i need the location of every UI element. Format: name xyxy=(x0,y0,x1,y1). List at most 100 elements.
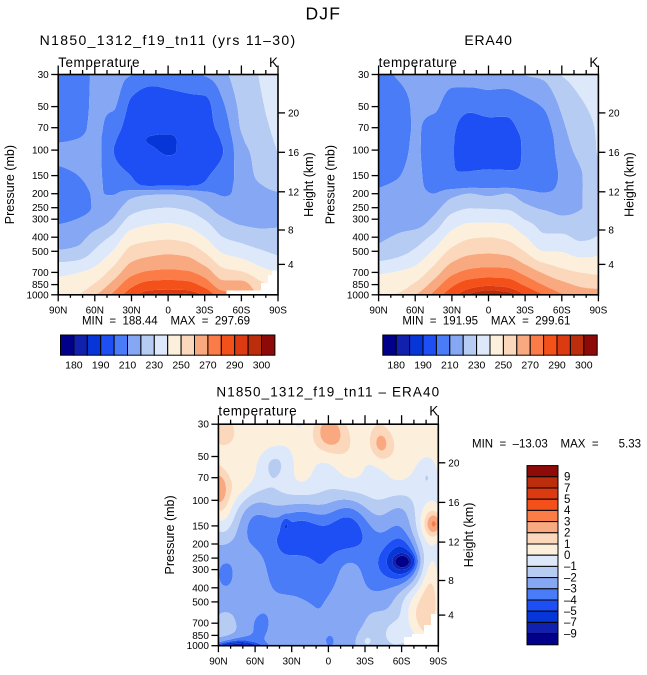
svg-text:0: 0 xyxy=(326,656,332,667)
svg-text:90N: 90N xyxy=(49,306,67,317)
svg-text:30N: 30N xyxy=(283,656,301,667)
svg-text:850: 850 xyxy=(32,280,49,291)
svg-text:16: 16 xyxy=(608,148,620,159)
svg-text:90S: 90S xyxy=(590,306,608,317)
svg-text:70: 70 xyxy=(198,473,210,484)
svg-text:100: 100 xyxy=(32,146,49,157)
svg-text:30S: 30S xyxy=(196,306,214,317)
svg-text:12: 12 xyxy=(288,187,300,198)
svg-text:–5: –5 xyxy=(564,606,577,618)
svg-text:60N: 60N xyxy=(246,656,264,667)
svg-text:300: 300 xyxy=(352,215,369,226)
svg-text:3: 3 xyxy=(564,516,570,528)
svg-text:60S: 60S xyxy=(393,656,411,667)
svg-text:300: 300 xyxy=(575,360,593,372)
svg-text:4: 4 xyxy=(608,260,614,271)
svg-text:30: 30 xyxy=(198,420,210,431)
svg-text:50: 50 xyxy=(358,102,370,113)
svg-text:0: 0 xyxy=(165,306,171,317)
svg-text:8: 8 xyxy=(608,226,614,237)
svg-text:5: 5 xyxy=(564,494,570,506)
svg-text:8: 8 xyxy=(288,226,294,237)
svg-text:90S: 90S xyxy=(269,306,287,317)
svg-text:temperature: temperature xyxy=(218,404,297,419)
svg-text:190: 190 xyxy=(92,360,110,372)
svg-text:290: 290 xyxy=(226,360,244,372)
svg-text:250: 250 xyxy=(352,203,369,214)
svg-text:400: 400 xyxy=(352,233,369,244)
svg-text:20: 20 xyxy=(288,108,300,119)
svg-text:Pressure (mb): Pressure (mb) xyxy=(163,495,177,574)
svg-text:Pressure (mb): Pressure (mb) xyxy=(3,145,17,224)
svg-text:–9: –9 xyxy=(564,628,577,640)
svg-text:ERA40: ERA40 xyxy=(464,32,512,48)
svg-text:9: 9 xyxy=(564,472,570,484)
svg-text:70: 70 xyxy=(38,123,50,134)
svg-text:0: 0 xyxy=(564,550,570,562)
svg-text:MIN = –13.03 MAX =: MIN = –13.03 MAX = xyxy=(472,439,599,451)
svg-text:250: 250 xyxy=(172,360,190,372)
svg-text:60S: 60S xyxy=(233,306,251,317)
svg-text:90N: 90N xyxy=(369,306,387,317)
svg-text:200: 200 xyxy=(32,189,49,200)
svg-text:60S: 60S xyxy=(553,306,571,317)
svg-text:150: 150 xyxy=(32,171,49,182)
svg-text:16: 16 xyxy=(448,498,460,509)
svg-text:700: 700 xyxy=(192,619,209,630)
svg-text:N1850_1312_f19_tn11 (yrs 11–30: N1850_1312_f19_tn11 (yrs 11–30) xyxy=(40,32,297,48)
svg-text:210: 210 xyxy=(119,360,137,372)
svg-text:1000: 1000 xyxy=(187,641,210,652)
svg-text:500: 500 xyxy=(192,597,209,608)
svg-text:250: 250 xyxy=(192,554,209,565)
svg-text:50: 50 xyxy=(198,452,210,463)
svg-text:1: 1 xyxy=(564,539,570,551)
svg-text:180: 180 xyxy=(65,360,83,372)
svg-text:200: 200 xyxy=(192,540,209,551)
svg-text:230: 230 xyxy=(146,360,164,372)
svg-text:30: 30 xyxy=(38,70,50,81)
svg-text:270: 270 xyxy=(199,360,217,372)
svg-text:150: 150 xyxy=(352,171,369,182)
svg-text:30S: 30S xyxy=(356,656,374,667)
svg-text:–4: –4 xyxy=(564,595,577,607)
svg-text:4: 4 xyxy=(288,260,294,271)
svg-text:290: 290 xyxy=(548,360,566,372)
svg-text:210: 210 xyxy=(441,360,459,372)
svg-text:2: 2 xyxy=(564,528,570,540)
svg-text:K: K xyxy=(429,404,438,419)
svg-text:–7: –7 xyxy=(564,617,577,629)
svg-text:100: 100 xyxy=(192,496,209,507)
svg-text:30: 30 xyxy=(358,70,370,81)
svg-text:N1850_1312_f19_tn11 – ERA40: N1850_1312_f19_tn11 – ERA40 xyxy=(216,385,440,400)
svg-text:4: 4 xyxy=(564,505,571,517)
svg-text:Pressure (mb): Pressure (mb) xyxy=(323,145,337,224)
svg-text:DJF: DJF xyxy=(305,4,341,24)
svg-text:30N: 30N xyxy=(443,306,461,317)
svg-text:K: K xyxy=(589,55,598,70)
svg-text:Height (km): Height (km) xyxy=(622,152,636,217)
svg-text:1000: 1000 xyxy=(347,290,370,301)
svg-text:MIN = 191.95 MAX = 299.: MIN = 191.95 MAX = 299.61 xyxy=(402,316,570,328)
svg-text:20: 20 xyxy=(608,108,620,119)
svg-text:180: 180 xyxy=(387,360,405,372)
svg-text:MIN = 188.44 MAX = 297.: MIN = 188.44 MAX = 297.69 xyxy=(82,316,250,328)
svg-text:400: 400 xyxy=(192,583,209,594)
svg-text:7: 7 xyxy=(564,483,570,495)
svg-text:250: 250 xyxy=(32,203,49,214)
svg-text:300: 300 xyxy=(192,565,209,576)
svg-text:16: 16 xyxy=(288,148,300,159)
svg-text:700: 700 xyxy=(32,268,49,279)
svg-text:60N: 60N xyxy=(86,306,104,317)
svg-text:70: 70 xyxy=(358,123,370,134)
svg-text:8: 8 xyxy=(448,576,454,587)
svg-text:200: 200 xyxy=(352,189,369,200)
svg-text:K: K xyxy=(269,55,278,70)
svg-text:30N: 30N xyxy=(122,306,140,317)
svg-text:5.33: 5.33 xyxy=(619,439,641,451)
svg-text:60N: 60N xyxy=(406,306,424,317)
svg-text:Temperature: Temperature xyxy=(58,55,140,70)
svg-text:150: 150 xyxy=(192,521,209,532)
svg-text:850: 850 xyxy=(352,280,369,291)
svg-text:100: 100 xyxy=(352,146,369,157)
svg-text:Height (km): Height (km) xyxy=(462,503,476,568)
